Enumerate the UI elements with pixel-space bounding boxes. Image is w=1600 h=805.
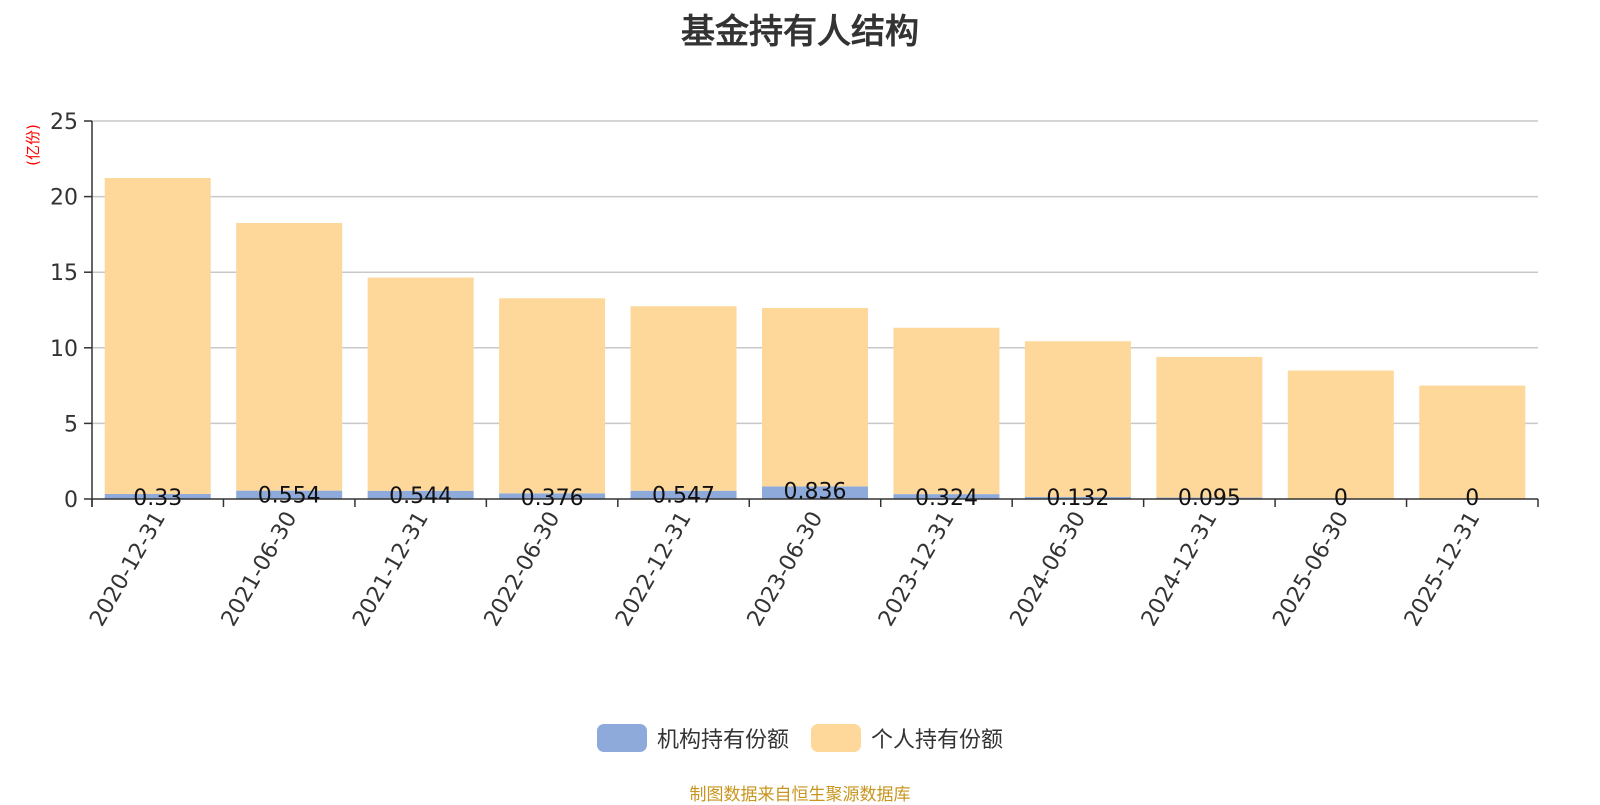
data-label-institutional: 0.324 bbox=[915, 486, 978, 511]
legend-swatch-institutional bbox=[596, 724, 647, 752]
bar-institutional bbox=[893, 494, 1000, 499]
data-label-institutional: 0 bbox=[1334, 486, 1348, 511]
bar-institutional bbox=[367, 490, 474, 499]
bar-individual bbox=[104, 178, 211, 495]
legend-item-institutional[interactable]: 机构持有份额 bbox=[596, 722, 789, 754]
bar-individual bbox=[762, 307, 868, 487]
data-label-institutional: 0.33 bbox=[133, 486, 182, 511]
bar-individual bbox=[1156, 356, 1263, 498]
bar-institutional bbox=[762, 486, 868, 499]
source-note: 制图数据来自恒生聚源数据库 bbox=[689, 785, 911, 805]
bar-individual bbox=[367, 277, 474, 491]
y-tick-label: 25 bbox=[50, 110, 78, 135]
y-axis-label: (亿份) bbox=[24, 124, 42, 166]
bar-institutional bbox=[236, 490, 343, 499]
bar-individual bbox=[236, 222, 343, 491]
data-label-institutional: 0.095 bbox=[1178, 486, 1241, 511]
bar-individual bbox=[630, 306, 737, 491]
y-tick-label: 15 bbox=[50, 261, 78, 286]
data-label-institutional: 0.376 bbox=[521, 486, 584, 511]
y-tick-label: 10 bbox=[50, 337, 78, 362]
legend-item-individual[interactable]: 个人持有份额 bbox=[811, 722, 1003, 754]
x-tick-label: 2023-06-30 bbox=[743, 508, 829, 631]
y-tick-label: 20 bbox=[50, 186, 78, 211]
bars bbox=[104, 178, 1526, 499]
x-tick-label: 2025-12-31 bbox=[1400, 508, 1486, 631]
bar-institutional bbox=[499, 493, 606, 499]
x-tick-label: 2023-12-31 bbox=[874, 508, 960, 631]
bar-individual bbox=[1419, 385, 1526, 499]
x-tick-label: 2021-12-31 bbox=[348, 508, 434, 631]
legend-swatch-individual bbox=[811, 724, 861, 752]
x-tick-label: 2021-06-30 bbox=[217, 508, 303, 631]
data-label-institutional: 0.554 bbox=[258, 484, 321, 509]
bar-individual bbox=[1024, 341, 1131, 498]
data-label-institutional: 0.132 bbox=[1046, 486, 1109, 511]
legend-label-institutional: 机构持有份额 bbox=[656, 728, 789, 753]
x-tick-label: 2024-12-31 bbox=[1137, 508, 1223, 631]
bar-institutional bbox=[1024, 497, 1131, 499]
bar-individual bbox=[499, 298, 606, 494]
y-tick-label: 0 bbox=[64, 488, 78, 513]
x-tick-label: 2022-12-31 bbox=[611, 508, 697, 631]
data-label-institutional: 0.544 bbox=[389, 484, 452, 509]
x-tick-label: 2022-06-30 bbox=[480, 508, 566, 631]
data-label-institutional: 0.547 bbox=[652, 484, 715, 509]
y-tick-label: 5 bbox=[64, 412, 78, 437]
chart-title: 基金持有人结构 bbox=[681, 12, 919, 52]
x-tick-label: 2025-06-30 bbox=[1268, 508, 1354, 631]
bar-individual bbox=[893, 327, 1000, 495]
axes: 0 5 10 15 20 25 bbox=[50, 110, 1539, 513]
x-tick-label: 2024-06-30 bbox=[1006, 508, 1092, 631]
x-tick-label: 2020-12-31 bbox=[85, 508, 171, 631]
legend-label-individual: 个人持有份额 bbox=[871, 728, 1004, 753]
bar-individual bbox=[1287, 370, 1394, 499]
data-label-institutional: 0.836 bbox=[784, 479, 847, 504]
data-label-institutional: 0 bbox=[1465, 486, 1479, 511]
bar-institutional bbox=[104, 494, 211, 499]
bar-institutional bbox=[630, 490, 737, 499]
legend: 机构持有份额 个人持有份额 bbox=[0, 722, 1600, 754]
